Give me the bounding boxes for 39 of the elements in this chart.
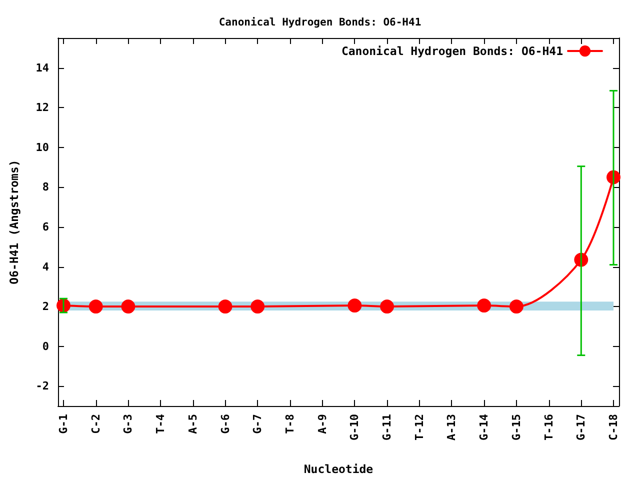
x-tick-label: A-13 [445, 414, 458, 440]
y-axis-title: O6-H41 (Angstroms) [7, 160, 21, 284]
point [218, 300, 232, 314]
x-tick-label: T-8 [283, 414, 296, 434]
x-tick-label: T-4 [154, 414, 168, 434]
y-tick-label: 12 [36, 101, 49, 114]
x-tick-label: A-9 [316, 414, 329, 434]
point [250, 300, 265, 314]
y-tick-label: 2 [42, 300, 49, 314]
x-tick-label: C-18 [607, 414, 620, 440]
x-tick-label: G-11 [380, 414, 394, 440]
y-tick-label: 14 [36, 61, 50, 74]
legend-label: Canonical Hydrogen Bonds: O6-H41 [341, 44, 564, 58]
point [121, 300, 136, 314]
x-tick-label: T-12 [412, 414, 426, 440]
point [88, 300, 103, 314]
x-tick-label: G-17 [574, 414, 588, 440]
x-tick-label: T-16 [542, 414, 556, 440]
point [477, 298, 492, 313]
point [348, 298, 362, 313]
x-tick-label: G-7 [251, 414, 264, 434]
point [509, 300, 524, 314]
x-tick-label: G-3 [122, 414, 135, 434]
y-tick-label: 8 [42, 180, 49, 194]
x-tick-label: G-10 [348, 414, 362, 440]
x-tick-label: C-2 [89, 414, 102, 434]
point [380, 300, 394, 314]
x-tick-label: G-6 [218, 414, 232, 434]
x-tick-label: G-15 [510, 414, 523, 440]
x-tick-label: A-5 [186, 414, 200, 434]
y-tick-label: 10 [36, 140, 49, 154]
x-tick-label: G-1 [57, 414, 70, 434]
y-tick-label: -2 [36, 380, 49, 393]
chart-title: Canonical Hydrogen Bonds: O6-H41 [218, 16, 422, 28]
x-tick-label: G-14 [478, 414, 491, 440]
y-tick-label: 0 [42, 340, 49, 353]
x-axis-title: Nucleotide [304, 462, 374, 476]
y-tick-label: 6 [42, 220, 50, 234]
y-tick-label: 4 [42, 260, 50, 274]
